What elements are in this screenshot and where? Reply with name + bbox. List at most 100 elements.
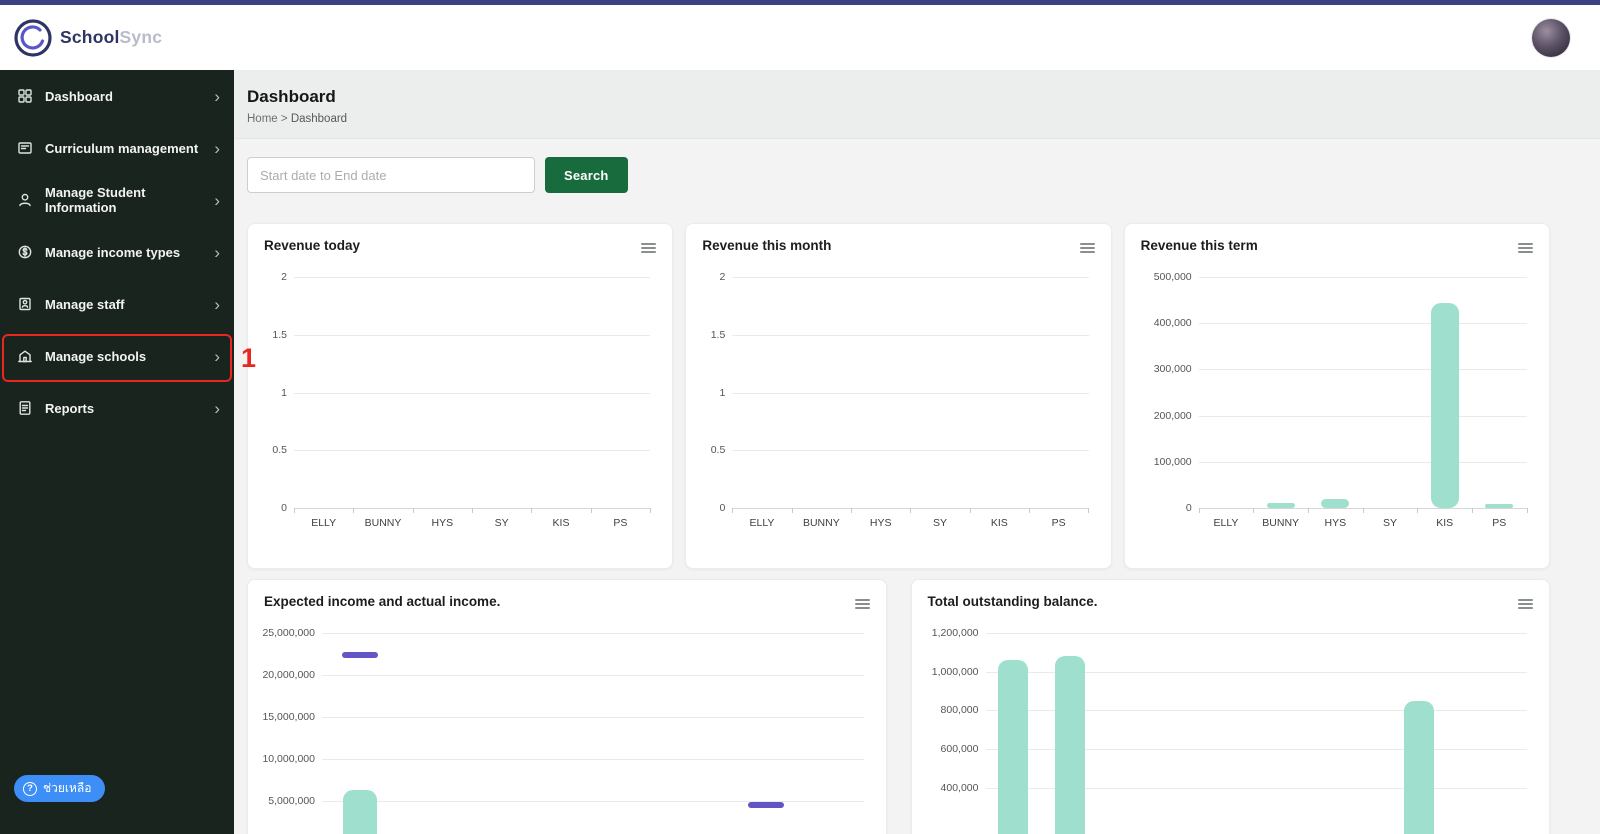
grid-line	[1198, 323, 1527, 325]
main-content: Dashboard Home > Dashboard Search Revenu…	[234, 70, 1600, 834]
chart-bar	[1266, 503, 1295, 508]
axis-tick	[1471, 508, 1473, 513]
y-axis-label: 25,000,000	[262, 627, 315, 639]
chart-plot: ELLY BUNNY HYS SY KIS PS	[294, 277, 651, 529]
top-accent-line	[0, 0, 1600, 5]
sidebar-item-manage-student-information[interactable]: Manage Student Information ›	[0, 174, 234, 226]
grid-line	[985, 710, 1527, 712]
sidebar-item-label: Manage staff	[45, 296, 125, 312]
help-button-label: ช่วยเหลือ	[43, 781, 92, 795]
chart-ylabels: 2 1.5 1 0.5 0	[264, 271, 294, 539]
x-axis-label: BUNNY	[1262, 517, 1300, 529]
axis-tick	[650, 508, 651, 513]
search-button[interactable]: Search	[545, 157, 628, 193]
axis-tick	[1307, 508, 1309, 513]
brand-name: SchoolSync	[60, 27, 162, 48]
revenue-term-card: Revenue this term 500,000 400,000 300,000 2…	[1123, 223, 1550, 569]
sidebar-item-curriculum-management[interactable]: Curriculum management ›	[0, 122, 234, 174]
y-axis-label: 1,000,000	[931, 665, 979, 678]
x-axis-label: SY	[932, 517, 947, 529]
user-avatar[interactable]	[1532, 18, 1570, 57]
sidebar-item-dashboard[interactable]: Dashboard ›	[0, 70, 234, 122]
axis-tick	[294, 508, 295, 513]
brand-secondary: Sync	[119, 27, 163, 47]
y-axis-label: 1,200,000	[931, 627, 979, 639]
income-icon	[16, 243, 34, 261]
axis-tick	[850, 508, 852, 513]
y-axis-label: 0.5	[710, 444, 726, 457]
y-axis-label: 100,000	[1153, 455, 1192, 468]
brand-primary: School	[60, 27, 120, 47]
grid-line	[732, 450, 1089, 452]
grid-line	[985, 787, 1527, 789]
grid-line	[732, 392, 1089, 394]
chart-menu-icon[interactable]	[1518, 594, 1533, 611]
y-axis-label: 1.5	[272, 328, 287, 341]
y-axis-label: 0	[281, 502, 287, 514]
date-range-input[interactable]	[247, 157, 535, 193]
chart-bar	[1054, 656, 1085, 834]
chart-bar	[1430, 303, 1459, 508]
y-axis-label: 400,000	[940, 781, 979, 794]
axis-tick	[791, 508, 793, 513]
revenue-cards-row: Revenue today 2 1.5 1 0.5 0 ELLY BUNNY HYS SY KI…	[247, 223, 1550, 569]
chart-menu-icon[interactable]	[1517, 238, 1533, 255]
sidebar-item-manage-schools[interactable]: Manage schools ›	[0, 330, 234, 382]
chart-plot: ELLY BUNNY HYS SY KIS PS	[732, 277, 1090, 529]
y-axis-label: 20,000,000	[262, 669, 315, 681]
grid-line	[985, 749, 1527, 750]
y-axis-label: 300,000	[1153, 363, 1192, 376]
sidebar-item-manage-income-types[interactable]: Manage income types ›	[0, 226, 234, 278]
x-axis-label: PS	[1492, 517, 1507, 529]
axis-tick	[1253, 508, 1255, 513]
expected-actual-income-chart: 25,000,000 20,000,000 15,000,000 10,000,000…	[262, 627, 870, 834]
chart-bar	[1485, 504, 1514, 508]
grid-line	[985, 633, 1527, 634]
axis-tick	[472, 508, 473, 513]
revenue-term-chart: 500,000 400,000 300,000 200,000 100,000 0 ELL…	[1141, 271, 1533, 539]
sidebar-item-manage-staff[interactable]: Manage staff ›	[0, 278, 234, 330]
report-document-icon	[16, 399, 34, 417]
sidebar-item-reports[interactable]: Reports ›	[0, 382, 234, 434]
breadcrumb-home[interactable]: Home	[247, 113, 278, 125]
x-axis-label: KIS	[552, 517, 570, 529]
grid-line	[322, 633, 864, 634]
y-axis-label: 600,000	[940, 743, 979, 755]
card-title: Total outstanding balance.	[927, 594, 1098, 609]
chart-menu-icon[interactable]	[1079, 238, 1095, 255]
grid-line	[294, 277, 651, 278]
grid-line	[1198, 461, 1527, 463]
expected-actual-income-card: Expected income and actual income. 25,00…	[247, 579, 887, 834]
dash-marker	[748, 802, 785, 809]
revenue-month-card: Revenue this month 2 1.5 1 0.5 0 ELLY BUNNY HY…	[685, 223, 1112, 569]
chart-ylabels: 25,000,000 20,000,000 15,000,000 10,000,000…	[262, 627, 322, 834]
chevron-right-icon: ›	[214, 138, 220, 158]
help-button[interactable]: ? ช่วยเหลือ	[14, 775, 105, 802]
chevron-right-icon: ›	[214, 242, 220, 262]
y-axis-label: 800,000	[940, 704, 979, 717]
grid-line	[1198, 415, 1527, 417]
grid-line	[294, 392, 651, 394]
axis-tick	[1526, 508, 1528, 513]
x-axis-label: PS	[1051, 517, 1066, 529]
grid-line	[985, 671, 1527, 673]
date-search-bar: Search	[247, 157, 1550, 193]
revenue-today-chart: 2 1.5 1 0.5 0 ELLY BUNNY HYS SY KIS PS	[264, 271, 656, 539]
y-axis-label: 400,000	[1153, 317, 1192, 330]
app-header: SchoolSync	[0, 5, 1600, 70]
y-axis-label: 2	[719, 271, 726, 283]
grid-line	[1198, 277, 1527, 278]
card-title: Expected income and actual income.	[264, 594, 501, 609]
y-axis-label: 5,000,000	[268, 795, 315, 807]
outstanding-balance-card: Total outstanding balance. 1,200,000 1,00…	[910, 579, 1550, 834]
chart-menu-icon[interactable]	[854, 594, 870, 611]
sidebar-item-label: Manage schools	[45, 348, 147, 364]
chevron-right-icon: ›	[214, 294, 220, 314]
sidebar-item-label: Dashboard	[45, 88, 113, 104]
chart-menu-icon[interactable]	[641, 238, 657, 255]
grid-line	[322, 717, 864, 718]
y-axis-label: 0	[719, 502, 726, 514]
x-axis-label: HYS	[431, 517, 454, 529]
axis-tick	[732, 508, 734, 513]
dashboard-icon	[16, 87, 34, 105]
